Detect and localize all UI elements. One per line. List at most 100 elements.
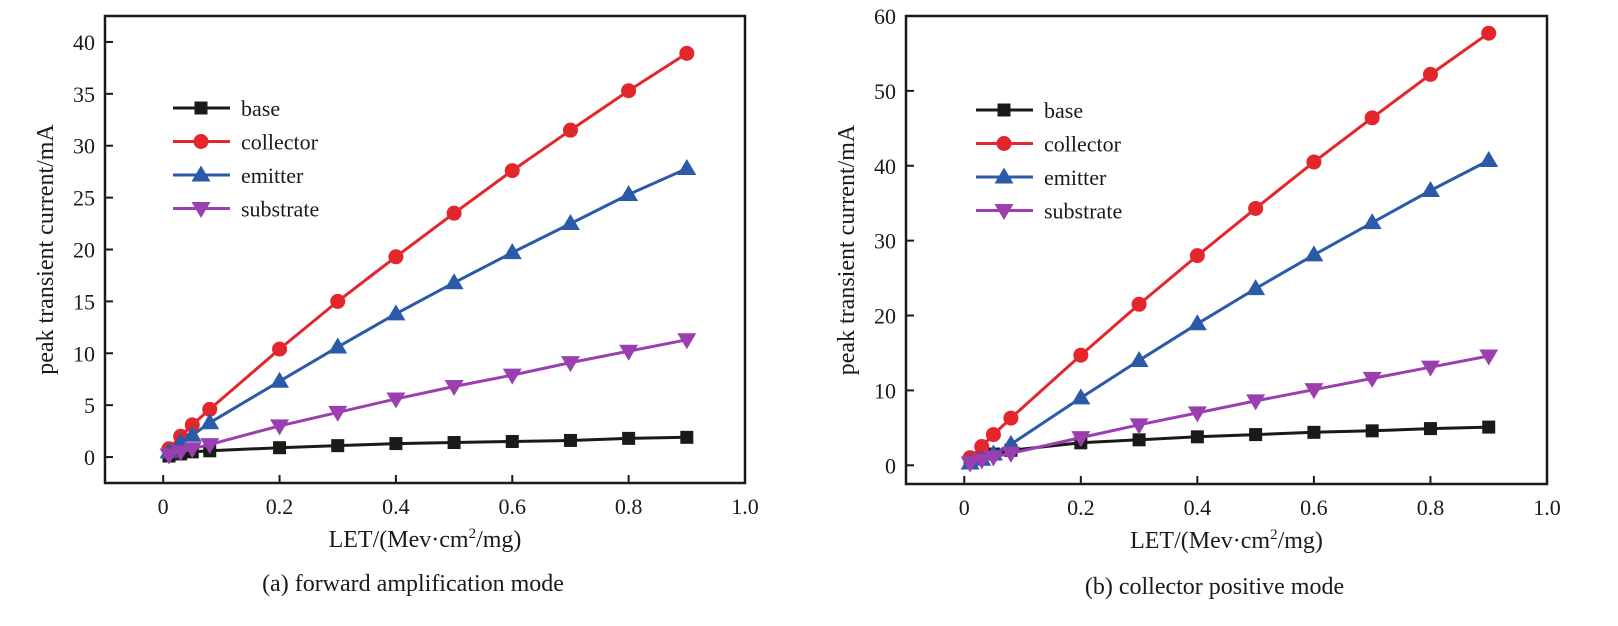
data-point-emitter <box>560 214 580 231</box>
data-point-substrate <box>1246 394 1266 411</box>
data-point-base <box>273 441 287 455</box>
data-point-substrate <box>972 453 992 470</box>
data-point-base <box>1423 422 1437 436</box>
data-point-substrate <box>1071 431 1091 448</box>
legend-label: base <box>1044 98 1083 123</box>
data-point-emitter <box>1304 245 1324 262</box>
data-point-substrate <box>1187 406 1207 423</box>
series-base <box>963 420 1496 469</box>
data-point-substrate <box>386 392 406 409</box>
y-tick-label: 20 <box>73 238 95 263</box>
x-tick-label: 0.6 <box>1300 495 1328 520</box>
legend-marker <box>191 165 211 182</box>
data-point-collector <box>1073 347 1089 363</box>
y-tick-label: 25 <box>73 186 95 211</box>
data-point-substrate <box>171 445 191 462</box>
y-tick-label: 20 <box>874 304 896 329</box>
legend: base collector emitter substrate <box>173 96 319 222</box>
series-substrate <box>960 349 1499 473</box>
data-point-emitter <box>386 304 406 321</box>
legend-marker <box>994 204 1014 220</box>
data-point-emitter <box>1129 350 1149 367</box>
x-tick-label: 0 <box>959 495 970 520</box>
data-point-base <box>331 439 345 453</box>
data-point-base <box>447 436 461 450</box>
x-tick-label: 0.8 <box>1417 495 1445 520</box>
series-collector <box>962 25 1497 466</box>
series-emitter <box>159 159 697 459</box>
legend-label: substrate <box>241 197 319 222</box>
data-point-collector <box>562 122 578 138</box>
data-point-base <box>563 433 577 447</box>
data-point-base <box>1249 428 1263 442</box>
legend-marker <box>191 202 211 218</box>
data-point-emitter <box>182 425 202 442</box>
data-point-substrate <box>960 456 980 473</box>
chart-panel-a: 0 0.2 0.4 0.6 0.8 1.0 0 5 10 15 20 25 30 35 40 LET/(Mev… <box>33 14 759 597</box>
legend-entry-substrate: substrate <box>976 199 1122 224</box>
y-tick-label: 30 <box>874 229 896 254</box>
data-point-emitter <box>1246 279 1266 296</box>
data-point-substrate <box>328 405 348 422</box>
plot-frame <box>103 14 747 485</box>
data-point-collector <box>330 293 346 309</box>
data-point-substrate <box>200 438 220 455</box>
series-line-collector <box>969 31 1490 459</box>
data-point-substrate <box>677 333 697 350</box>
series-substrate <box>159 333 697 465</box>
data-point-emitter <box>270 371 290 388</box>
data-point-collector <box>1189 248 1205 264</box>
data-point-emitter <box>328 337 348 354</box>
data-point-substrate <box>444 379 464 396</box>
data-point-base <box>1482 420 1496 434</box>
y-tick-label: 0 <box>84 445 95 470</box>
series-emitter <box>960 151 1499 470</box>
x-tick-label: 0.2 <box>1067 495 1095 520</box>
x-tick-label: 1.0 <box>1533 495 1561 520</box>
data-point-collector <box>504 163 520 179</box>
legend-marker <box>193 134 209 149</box>
data-point-substrate <box>182 442 202 459</box>
panel-caption: (a) forward amplification mode <box>262 571 564 597</box>
data-point-collector <box>679 45 695 61</box>
legend-label: collector <box>1044 132 1122 157</box>
legend-marker <box>194 101 208 115</box>
legend-entry-collector: collector <box>173 130 319 155</box>
data-point-substrate <box>1129 418 1149 435</box>
chart-panel-b: 0 0.2 0.4 0.6 0.8 1.0 0 10 20 30 40 50 60 LET/(Mev·cm… <box>834 4 1561 600</box>
y-axis-title: peak transient current/mA <box>33 124 59 375</box>
x-tick-label: 0.2 <box>266 494 294 519</box>
legend-entry-substrate: substrate <box>173 197 319 222</box>
data-point-base <box>1307 425 1321 439</box>
data-point-collector <box>621 83 637 99</box>
data-point-emitter <box>619 184 639 201</box>
data-point-emitter <box>502 243 522 260</box>
legend-marker <box>994 167 1014 184</box>
x-axis-title: LET/(Mev·cm2/mg) <box>329 526 522 553</box>
data-point-substrate <box>1420 360 1440 377</box>
data-point-substrate <box>1479 349 1499 366</box>
y-tick-label: 0 <box>885 453 896 478</box>
x-tick-label: 1.0 <box>731 494 759 519</box>
data-point-collector <box>985 427 1001 443</box>
y-tick-label: 10 <box>874 378 896 403</box>
y-tick-label: 30 <box>73 134 95 159</box>
y-tick-label: 50 <box>874 79 896 104</box>
data-point-collector <box>1003 410 1019 426</box>
data-point-substrate <box>502 368 522 385</box>
legend-entry-emitter: emitter <box>173 163 304 188</box>
data-point-substrate <box>619 344 639 361</box>
x-tick-label: 0.8 <box>615 494 643 519</box>
x-tick-label: 0.6 <box>499 494 527 519</box>
data-point-emitter <box>1362 213 1382 230</box>
data-point-base <box>680 430 694 444</box>
data-point-substrate <box>560 356 580 373</box>
legend-entry-base: base <box>173 96 280 121</box>
y-tick-label: 15 <box>73 289 95 314</box>
legend-label: substrate <box>1044 199 1122 224</box>
y-tick-label: 40 <box>874 154 896 179</box>
y-tick-label: 40 <box>73 30 95 55</box>
data-point-collector <box>1131 296 1147 312</box>
data-point-collector <box>1481 25 1497 41</box>
